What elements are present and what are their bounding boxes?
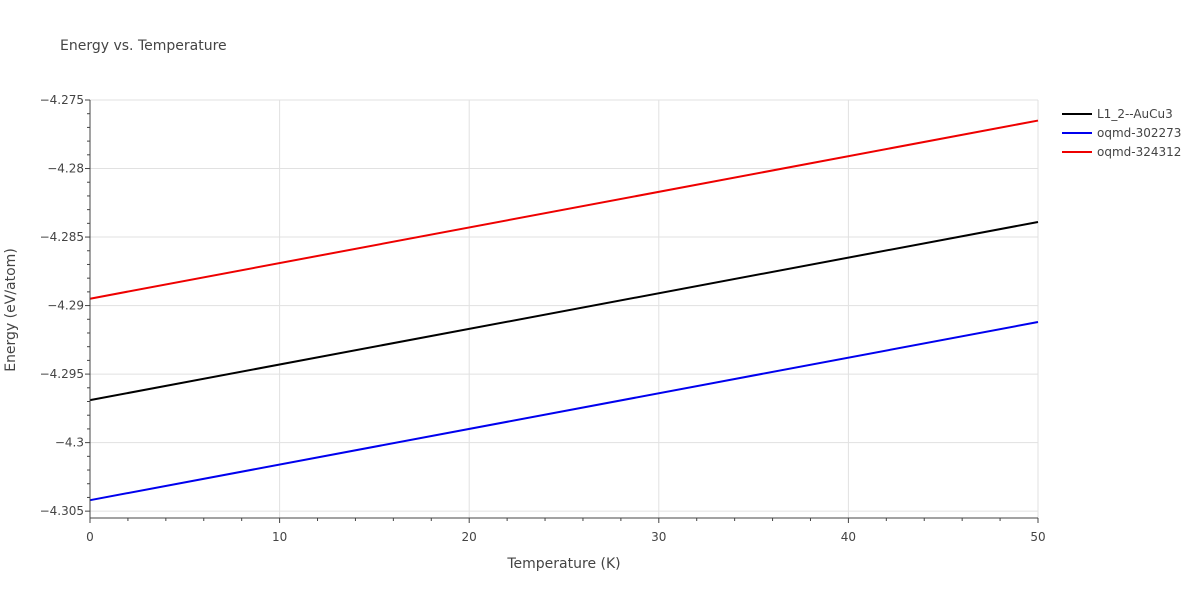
y-tick-label: −4.28 [47, 162, 84, 176]
chart-title: Energy vs. Temperature [60, 38, 227, 54]
y-tick-label: −4.285 [40, 230, 84, 244]
y-tick-label: −4.275 [40, 93, 84, 107]
legend-entry: oqmd-324312 [1097, 145, 1181, 159]
series-line [89, 220, 1039, 402]
axes: −4.305 −4.3 −4.295 −4.29 −4.285 −4.28 −4.275 0 1… [40, 93, 1046, 544]
series-line [89, 321, 1039, 502]
y-tick-label: −4.3 [55, 436, 84, 450]
y-tick-label: −4.29 [47, 299, 84, 313]
y-axis-label: Energy (eV/atom) [3, 248, 19, 372]
x-tick-label: 0 [86, 530, 94, 544]
x-tick-label: 20 [462, 530, 477, 544]
legend-entry: oqmd-302273 [1097, 126, 1181, 140]
y-tick-label: −4.295 [40, 367, 84, 381]
legend-entry: L1_2--AuCu3 [1097, 107, 1173, 121]
legend: L1_2--AuCu3 oqmd-302273 oqmd-324312 [1062, 107, 1181, 159]
x-tick-label: 40 [841, 530, 856, 544]
y-tick-label: −4.305 [40, 504, 84, 518]
x-tick-label: 30 [651, 530, 666, 544]
x-axis-label: Temperature (K) [506, 556, 620, 572]
grid [89, 99, 1039, 518]
series-line [89, 119, 1039, 300]
x-tick-label: 50 [1030, 530, 1045, 544]
series-layer [89, 119, 1039, 502]
x-tick-label: 10 [272, 530, 287, 544]
